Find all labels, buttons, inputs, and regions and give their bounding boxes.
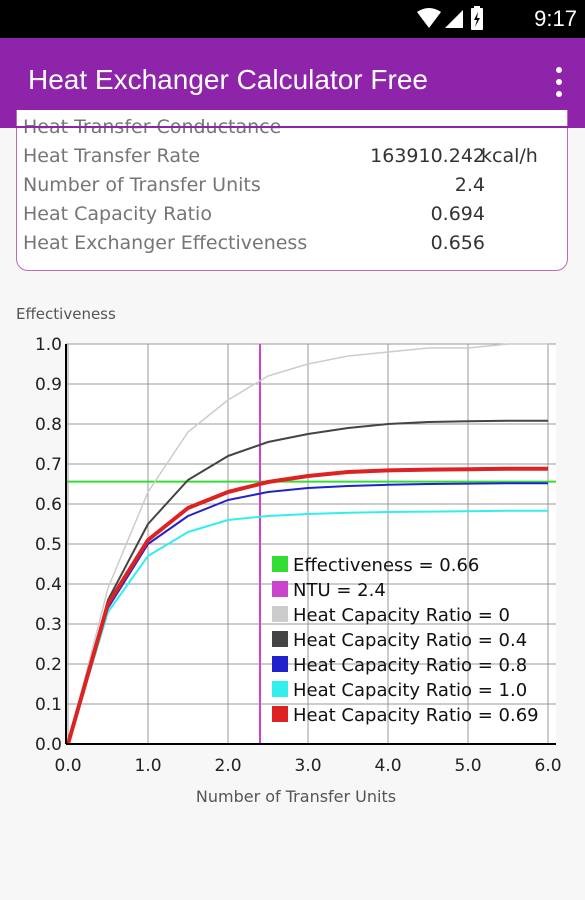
series-line-0 <box>67 343 548 745</box>
result-row-heat-rate: Heat Transfer Rate 163910.242 kcal/h <box>23 145 563 171</box>
x-tick-label: 5.0 <box>454 756 481 776</box>
result-value: 0.656 <box>430 232 485 254</box>
reference-lines <box>66 344 556 744</box>
legend-swatch <box>272 556 288 572</box>
y-tick-label: 1.0 <box>35 335 62 355</box>
legend-label: NTU = 2.4 <box>293 580 386 601</box>
y-tick-label: 0.3 <box>35 615 62 635</box>
series-lines <box>66 343 548 745</box>
result-label: Heat Exchanger Effectiveness <box>23 232 308 254</box>
result-unit: kcal/h <box>481 145 538 167</box>
x-tick-label: 2.0 <box>214 756 241 776</box>
x-tick-label: 1.0 <box>134 756 161 776</box>
result-row-conductance: Heat Transfer Conductance <box>23 116 563 142</box>
legend-label: Heat Capacity Ratio = 0 <box>293 605 510 626</box>
y-axis-label: Effectiveness <box>16 305 116 323</box>
legend-label: Effectiveness = 0.66 <box>293 555 479 576</box>
battery-icon <box>471 6 483 30</box>
legend: Effectiveness = 0.66 NTU = 2.4 Heat Capaci… <box>272 555 539 726</box>
y-tick-label: 0.4 <box>35 575 62 595</box>
legend-swatch <box>272 581 288 597</box>
result-label: Heat Capacity Ratio <box>23 203 212 225</box>
x-tick-label: 6.0 <box>534 756 561 776</box>
y-tick-label: 0.0 <box>35 735 62 755</box>
status-icons <box>417 6 483 30</box>
y-tick-label: 0.7 <box>35 455 62 475</box>
series-line-2 <box>67 482 548 745</box>
card-top-mask <box>0 126 585 128</box>
series-line-1 <box>67 419 548 745</box>
axes <box>65 344 556 745</box>
x-tick-label: 4.0 <box>374 756 401 776</box>
clock: 9:17 <box>534 6 577 31</box>
result-value: 163910.242 <box>370 145 485 167</box>
legend-label: Heat Capacity Ratio = 1.0 <box>293 680 527 701</box>
y-tick-label: 0.1 <box>35 695 62 715</box>
legend-label: Heat Capacity Ratio = 0.8 <box>293 655 527 676</box>
effectiveness-chart: 0.0 0.1 0.2 0.3 0.4 0.5 0.6 0.7 0.8 0.9 1.0 0.0 1.0 2… <box>0 290 585 810</box>
result-value: 2.4 <box>454 174 485 196</box>
result-value: 0.694 <box>430 203 485 225</box>
result-label: Number of Transfer Units <box>23 174 261 196</box>
result-label: Heat Transfer Rate <box>23 145 201 167</box>
results-card: Heat Transfer Conductance Heat Transfer … <box>16 110 568 271</box>
app-title: Heat Exchanger Calculator Free <box>28 64 428 95</box>
y-tick-label: 0.5 <box>35 535 62 555</box>
x-tick-label: 0.0 <box>54 756 81 776</box>
legend-swatch <box>272 706 288 722</box>
y-tick-label: 0.2 <box>35 655 62 675</box>
legend-swatch <box>272 681 288 697</box>
overflow-menu-icon[interactable] <box>549 64 569 100</box>
result-row-ntu: Number of Transfer Units 2.4 <box>23 174 563 200</box>
y-tick-label: 0.6 <box>35 495 62 515</box>
legend-swatch <box>272 656 288 672</box>
series-line-4 <box>66 466 548 745</box>
result-row-effectiveness: Heat Exchanger Effectiveness 0.656 <box>23 232 563 258</box>
signal-icon <box>445 10 463 28</box>
chart-svg: 0.0 0.1 0.2 0.3 0.4 0.5 0.6 0.7 0.8 0.9 1.0 0.0 1.0 2… <box>16 305 562 806</box>
legend-label: Heat Capacity Ratio = 0.69 <box>293 705 539 726</box>
legend-swatch <box>272 631 288 647</box>
series-line-3 <box>67 509 548 745</box>
x-tick-label: 3.0 <box>294 756 321 776</box>
y-tick-label: 0.8 <box>35 415 62 435</box>
result-row-capacity-ratio: Heat Capacity Ratio 0.694 <box>23 203 563 229</box>
wifi-icon <box>417 8 441 28</box>
status-bar: 9:17 <box>0 0 585 38</box>
legend-swatch <box>272 606 288 622</box>
tick-labels: 0.0 0.1 0.2 0.3 0.4 0.5 0.6 0.7 0.8 0.9 1.0 0.0 1.0 2… <box>35 335 562 776</box>
x-axis-label: Number of Transfer Units <box>196 787 396 806</box>
legend-label: Heat Capacity Ratio = 0.4 <box>293 630 527 651</box>
y-tick-label: 0.9 <box>35 375 62 395</box>
